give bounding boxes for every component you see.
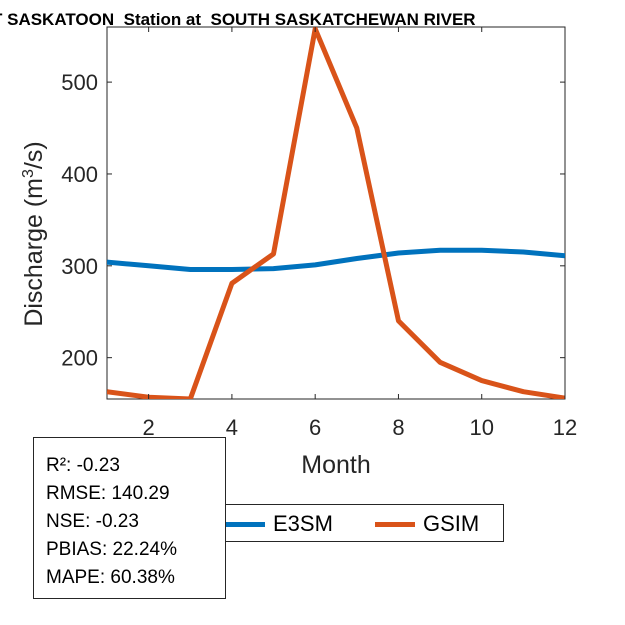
legend-label-gsim: GSIM xyxy=(423,511,480,536)
x-tick-label: 8 xyxy=(392,415,404,440)
x-axis-label: Month xyxy=(301,451,370,479)
chart-title: T SASKATOON Station at SOUTH SASKATCHEWA… xyxy=(0,10,476,29)
y-axis-label: Discharge (m3/s) xyxy=(20,141,48,326)
metrics-box: R²: -0.23 RMSE: 140.29 NSE: -0.23 PBIAS:… xyxy=(33,437,226,599)
series-layer xyxy=(107,27,565,399)
legend-line-gsim xyxy=(375,521,415,527)
ticks-layer: 2 4 6 8 10 12 200 300 400 500 xyxy=(61,27,577,440)
y-tick-label: 500 xyxy=(61,70,98,95)
legend-entry-e3sm: E3SM xyxy=(225,511,333,537)
x-tick-label: 10 xyxy=(469,415,493,440)
y-tick-label: 400 xyxy=(61,162,98,187)
stat-nse: NSE: -0.23 xyxy=(46,511,139,532)
legend-entry-gsim: GSIM xyxy=(375,511,479,537)
y-tick-label: 200 xyxy=(61,346,98,371)
x-tick-label: 4 xyxy=(226,415,238,440)
legend-line-e3sm xyxy=(225,521,265,527)
stat-pbias: PBIAS: 22.24% xyxy=(46,539,177,560)
series-line-gsim xyxy=(107,27,565,399)
stat-rmse: RMSE: 140.29 xyxy=(46,483,170,504)
legend-label-e3sm: E3SM xyxy=(273,511,333,536)
stat-mape: MAPE: 60.38% xyxy=(46,567,175,588)
y-tick-label: 300 xyxy=(61,254,98,279)
x-tick-label: 12 xyxy=(553,415,577,440)
series-line-e3sm xyxy=(107,247,565,272)
legend: E3SM GSIM xyxy=(214,504,504,542)
x-tick-label: 2 xyxy=(143,415,155,440)
stat-r2: R²: -0.23 xyxy=(46,455,120,476)
plot-area xyxy=(106,26,566,400)
x-tick-label: 6 xyxy=(309,415,321,440)
